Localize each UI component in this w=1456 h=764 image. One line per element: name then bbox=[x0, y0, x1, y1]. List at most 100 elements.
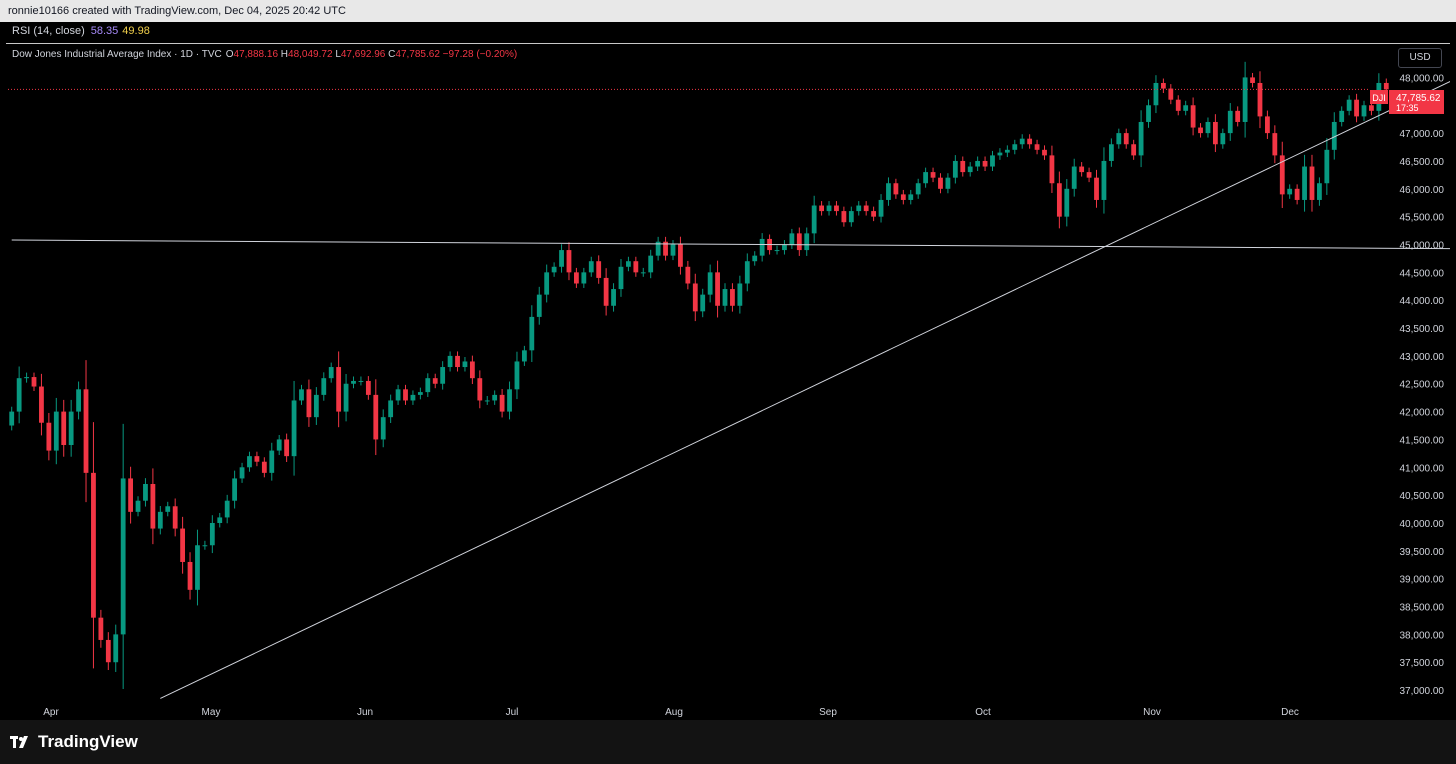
candle-body bbox=[774, 250, 780, 252]
candle bbox=[1212, 114, 1218, 153]
candle-body bbox=[135, 500, 141, 512]
candle-body bbox=[782, 244, 787, 251]
candle bbox=[157, 506, 163, 535]
candle-body bbox=[120, 478, 126, 635]
candle bbox=[321, 372, 327, 401]
candle-body bbox=[91, 472, 96, 618]
candle bbox=[343, 374, 349, 422]
candle bbox=[1198, 123, 1203, 138]
candle-body bbox=[299, 389, 304, 401]
candle bbox=[982, 156, 988, 171]
time-tick-label: Jul bbox=[506, 707, 519, 718]
candle bbox=[581, 267, 587, 288]
candle-body bbox=[61, 411, 67, 446]
candle-body bbox=[172, 506, 178, 529]
candle bbox=[1354, 93, 1359, 123]
candle-body bbox=[1123, 133, 1129, 145]
candle bbox=[782, 240, 787, 255]
candle bbox=[195, 529, 200, 606]
candle bbox=[417, 387, 423, 400]
tradingview-brand[interactable]: TradingView bbox=[10, 732, 138, 752]
trendline[interactable] bbox=[160, 55, 1456, 699]
candle-body bbox=[633, 261, 639, 273]
candle-body bbox=[254, 456, 260, 462]
candle-body bbox=[313, 394, 319, 418]
candle-body bbox=[1079, 166, 1085, 173]
candle-body bbox=[403, 389, 408, 401]
candle bbox=[46, 412, 52, 461]
candle bbox=[900, 189, 906, 205]
candle bbox=[908, 189, 914, 205]
legend-close-label: C bbox=[388, 49, 396, 60]
candle bbox=[529, 305, 535, 363]
candle bbox=[1272, 125, 1278, 164]
candle bbox=[871, 206, 877, 222]
candle bbox=[915, 178, 921, 199]
candle bbox=[492, 390, 498, 405]
candle-body bbox=[603, 277, 609, 306]
candle-body bbox=[826, 205, 832, 212]
candle bbox=[521, 345, 527, 366]
time-axis: Apr May Jun Jul Aug Sep Oct Nov Dec bbox=[43, 707, 1299, 718]
candle-body bbox=[975, 160, 981, 167]
candle-body bbox=[1056, 183, 1062, 217]
candle-body bbox=[737, 283, 743, 306]
candle bbox=[1116, 128, 1122, 149]
candle bbox=[536, 286, 542, 325]
trendline[interactable] bbox=[11, 239, 1456, 250]
watermark-text: ronnie10166 created with TradingView.com… bbox=[8, 5, 346, 17]
legend-symbol: Dow Jones Industrial Average Index · 1D … bbox=[12, 49, 222, 60]
candle-body bbox=[722, 289, 728, 306]
candle-body bbox=[856, 205, 862, 212]
candle-body bbox=[618, 266, 624, 290]
candle bbox=[1108, 138, 1114, 167]
candle-body bbox=[1138, 121, 1144, 156]
price-chart-pane[interactable]: 48,000.0047,500.0047,000.0046,500.0046,0… bbox=[6, 44, 1456, 720]
candle bbox=[455, 351, 460, 372]
candle bbox=[514, 351, 520, 400]
candle-body bbox=[1049, 155, 1055, 184]
time-tick-label: Aug bbox=[665, 707, 683, 718]
candle bbox=[31, 372, 37, 391]
candle-body bbox=[640, 272, 646, 274]
candle bbox=[722, 283, 728, 312]
candle-body bbox=[893, 183, 899, 195]
candle-body bbox=[165, 506, 171, 512]
candle-body bbox=[908, 194, 914, 200]
candle bbox=[143, 478, 148, 507]
candle bbox=[1086, 167, 1092, 183]
candle-body bbox=[113, 634, 119, 663]
candle-body bbox=[930, 172, 936, 178]
annotation-layer bbox=[8, 55, 1456, 699]
candle bbox=[395, 384, 401, 405]
candle bbox=[1049, 145, 1055, 193]
legend-change: −97.28 (−0.20%) bbox=[442, 49, 518, 60]
candle-body bbox=[1235, 110, 1241, 122]
candle bbox=[410, 390, 416, 405]
price-tick-label: 40,000.00 bbox=[1400, 519, 1445, 530]
candlestick-chart[interactable]: 48,000.0047,500.0047,000.0046,500.0046,0… bbox=[6, 44, 1456, 720]
candle bbox=[1205, 117, 1211, 138]
candle-body bbox=[1265, 116, 1270, 134]
candle-body bbox=[484, 400, 490, 402]
rsi-pane[interactable]: RSI (14, close) 58.35 49.98 bbox=[6, 22, 1450, 44]
price-tick-label: 44,000.00 bbox=[1400, 296, 1445, 307]
price-tick-label: 44,500.00 bbox=[1400, 268, 1445, 279]
candle bbox=[1294, 184, 1300, 205]
currency-button[interactable]: USD bbox=[1398, 48, 1442, 68]
last-price-tag: DJI 47,785.62 17:35 bbox=[1370, 90, 1444, 114]
candle-body bbox=[440, 367, 446, 384]
candle-body bbox=[1034, 144, 1040, 150]
candle bbox=[477, 370, 483, 409]
candle-body bbox=[1012, 144, 1018, 150]
candle bbox=[1138, 110, 1144, 168]
price-tick-label: 41,000.00 bbox=[1400, 463, 1445, 474]
candle-body bbox=[678, 244, 683, 267]
candle-body bbox=[967, 166, 973, 173]
candle bbox=[1317, 177, 1322, 206]
candle-body bbox=[239, 467, 245, 479]
candle-body bbox=[841, 211, 847, 223]
candle-body bbox=[1131, 144, 1137, 156]
candle-body bbox=[521, 350, 527, 362]
candle-body bbox=[1101, 160, 1107, 200]
